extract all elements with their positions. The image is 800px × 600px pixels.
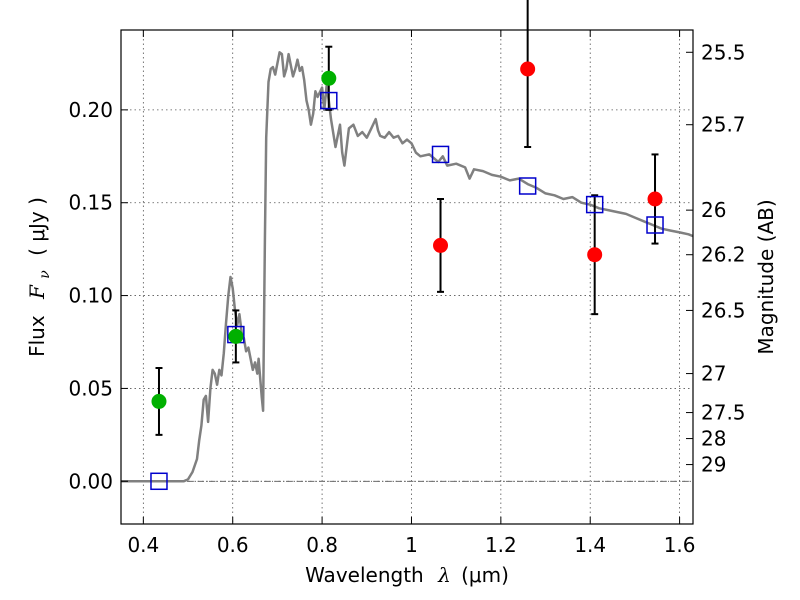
x-tick-label: 0.4 — [127, 533, 159, 557]
y-tick-labels: 0.00 0.05 0.10 0.15 0.20 — [68, 98, 113, 493]
error-bars — [155, 0, 659, 436]
magnitude-tick-label: 25.5 — [701, 40, 746, 64]
plot-frame — [120, 29, 694, 525]
y-axis-unit: ( μJy ) — [25, 197, 49, 256]
magnitude-tick-label: 26.2 — [701, 243, 746, 267]
x-tick-label: 1.6 — [664, 533, 696, 557]
right-axis-title: Magnitude (AB) — [754, 199, 778, 354]
y-tick-label: 0.20 — [68, 98, 113, 122]
model-photometry-square — [585, 195, 604, 214]
x-tick-label: 1.4 — [574, 533, 606, 557]
model-spectrum-series — [121, 51, 694, 483]
observed-point-optical — [151, 393, 167, 409]
y-tick-label: 0.05 — [68, 376, 113, 400]
magnitude-tick-label: 25.7 — [701, 113, 746, 137]
y-axis-subscript: ν — [37, 270, 53, 279]
magnitude-tick-label: 28 — [701, 427, 726, 451]
magnitude-tick-label: 29 — [701, 453, 726, 477]
model-photometry-square — [518, 177, 537, 195]
model-photometry-square — [431, 145, 450, 164]
magnitude-tick-label: 27 — [701, 362, 726, 386]
model-spectrum-line — [121, 51, 694, 483]
observed-point-optical — [321, 70, 337, 86]
x-tick-label: 1.2 — [485, 533, 517, 557]
observed-point-nir — [587, 247, 603, 263]
x-axis-title-text: Wavelength — [305, 563, 424, 587]
y-axis-title-text: Flux — [25, 315, 49, 357]
model-photometry-square — [646, 216, 664, 234]
y-tick-label: 0.00 — [68, 469, 113, 493]
x-axis-title: Wavelength λ (μm) — [305, 563, 509, 587]
x-tick-label: 0.8 — [306, 533, 338, 557]
observed-point-nir — [520, 61, 536, 77]
x-tick-labels: 0.4 0.6 0.8 1 1.2 1.4 1.6 — [127, 533, 695, 557]
observed-point-nir — [647, 191, 663, 207]
y-tick-label: 0.10 — [68, 284, 113, 308]
x-tick-label: 0.6 — [217, 533, 249, 557]
magnitude-tick-label: 26 — [701, 198, 726, 222]
y-axis-symbol: F — [25, 284, 49, 300]
x-tick-label: 1 — [405, 533, 418, 557]
magnitude-tick-label: 26.5 — [701, 298, 746, 322]
observed-point-optical — [228, 328, 244, 344]
y-tick-label: 0.15 — [68, 191, 113, 215]
observed-point-nir — [433, 237, 449, 253]
y-axis-title: Flux F ν ( μJy ) — [25, 197, 54, 357]
x-axis-unit: (μm) — [461, 563, 509, 587]
x-axis-symbol: λ — [437, 563, 451, 587]
magnitude-tick-label: 27.5 — [701, 401, 746, 425]
axis-ticks — [121, 30, 693, 524]
data-markers — [150, 61, 664, 491]
model-photometry-square — [150, 472, 168, 491]
model-photometry-square — [320, 91, 338, 110]
grid-lines — [121, 30, 693, 524]
